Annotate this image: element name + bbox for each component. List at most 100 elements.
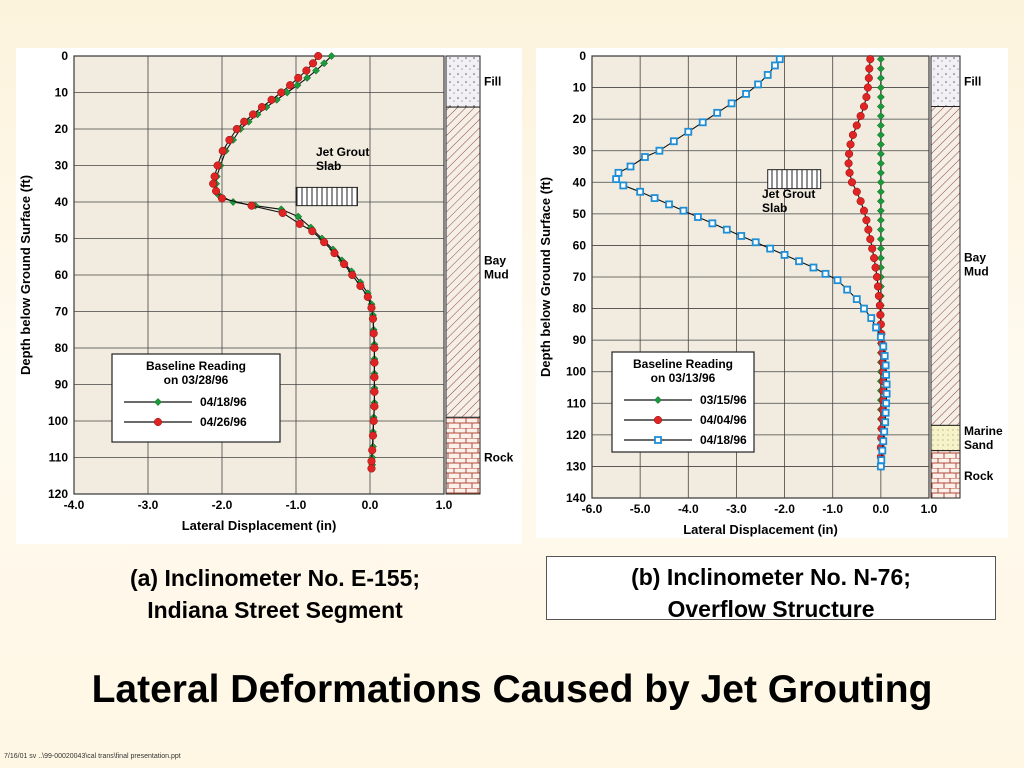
- data-point: [877, 456, 886, 465]
- data-point: [872, 272, 882, 282]
- data-point: [247, 201, 256, 210]
- soil-layer-label: Bay: [964, 250, 986, 264]
- data-point: [845, 168, 854, 177]
- data-point: [626, 162, 635, 171]
- legend-entry-label: 04/04/96: [700, 413, 747, 427]
- data-point: [295, 219, 304, 228]
- data-point: [880, 352, 889, 360]
- data-point: [844, 159, 853, 168]
- data-point: [873, 282, 883, 291]
- legend-title-line1: Baseline Reading: [633, 357, 733, 371]
- soil-layer: [445, 416, 481, 495]
- x-tick-label: -4.0: [64, 498, 85, 512]
- data-point: [368, 431, 378, 440]
- data-point: [876, 197, 885, 206]
- y-axis-label: Depth below Ground Surface (ft): [18, 175, 33, 375]
- data-point: [872, 323, 880, 332]
- soil-layer-label: Fill: [964, 74, 981, 88]
- soil-layer-label: Bay: [484, 254, 506, 268]
- data-point: [722, 225, 731, 234]
- data-point: [348, 270, 357, 280]
- data-point: [367, 457, 376, 466]
- data-point: [320, 238, 329, 247]
- data-point: [809, 263, 818, 272]
- data-point: [312, 66, 320, 75]
- data-point: [754, 80, 762, 89]
- y-tick-label: 120: [48, 487, 68, 501]
- data-point: [278, 208, 287, 217]
- data-point: [867, 314, 876, 322]
- data-point: [870, 254, 879, 263]
- data-point: [727, 99, 736, 108]
- footer-note: 7/16/01 sv ..\99-00020043\cal trans\fina…: [4, 753, 181, 760]
- soil-layer-label: Rock: [484, 451, 514, 465]
- data-point: [879, 342, 888, 351]
- slab-annotation-line1: Jet Grout: [762, 187, 815, 201]
- data-point: [240, 117, 249, 126]
- x-tick-label: -6.0: [582, 502, 603, 516]
- data-point: [369, 416, 378, 426]
- y-tick-label: 100: [566, 365, 586, 379]
- data-point: [308, 227, 317, 236]
- soil-layer: [930, 106, 961, 426]
- y-tick-label: 50: [573, 207, 587, 221]
- data-point: [876, 159, 885, 168]
- data-point: [367, 464, 376, 473]
- data-point: [859, 206, 869, 215]
- data-point: [876, 83, 885, 92]
- data-point: [655, 146, 664, 155]
- data-point: [882, 370, 891, 379]
- soil-layer-label: Mud: [484, 268, 509, 282]
- data-point: [843, 285, 852, 294]
- data-point: [876, 74, 885, 83]
- y-tick-label: 20: [573, 112, 587, 126]
- soil-layer: [445, 106, 481, 418]
- x-tick-label: 0.0: [873, 502, 890, 516]
- y-tick-label: 30: [55, 159, 69, 173]
- soil-layer-label: Fill: [484, 75, 501, 89]
- soil-layer: [445, 55, 481, 108]
- data-point: [650, 194, 659, 202]
- soil-layer: [930, 424, 961, 452]
- caption-b-line2: Overflow Structure: [667, 596, 875, 622]
- data-point: [654, 436, 662, 444]
- legend-box: [611, 351, 755, 453]
- soil-layer: [930, 55, 961, 108]
- y-tick-label: 80: [55, 341, 69, 355]
- jet-grout-slab: [295, 186, 358, 207]
- data-point: [865, 64, 874, 73]
- soil-layer: [930, 450, 961, 499]
- y-tick-label: 110: [567, 396, 587, 410]
- data-point: [218, 146, 227, 155]
- data-point: [679, 206, 688, 215]
- caption-b-line1: (b) Inclinometer No. N-76;: [631, 564, 911, 590]
- y-tick-label: 70: [55, 305, 69, 319]
- data-point: [653, 415, 663, 425]
- data-point: [209, 179, 218, 188]
- data-point: [308, 59, 318, 68]
- data-point: [852, 187, 861, 196]
- x-tick-label: -5.0: [630, 502, 651, 516]
- data-point: [876, 93, 885, 101]
- slab-annotation-line1: Jet Grout: [316, 145, 369, 159]
- data-point: [217, 194, 227, 203]
- data-point: [876, 216, 885, 225]
- data-point: [821, 269, 830, 278]
- data-point: [856, 111, 865, 121]
- data-point: [614, 168, 623, 177]
- data-point: [876, 310, 885, 319]
- legend-title-line2: on 03/13/96: [651, 371, 716, 385]
- data-point: [210, 172, 219, 181]
- data-point: [860, 304, 868, 313]
- x-tick-label: -1.0: [286, 498, 307, 512]
- data-point: [302, 66, 311, 75]
- data-point: [737, 232, 746, 240]
- data-point: [212, 187, 221, 196]
- data-point: [713, 108, 722, 117]
- series-04-04-96: [844, 55, 888, 471]
- data-point: [882, 380, 891, 389]
- data-point: [340, 260, 349, 269]
- data-point: [641, 153, 649, 161]
